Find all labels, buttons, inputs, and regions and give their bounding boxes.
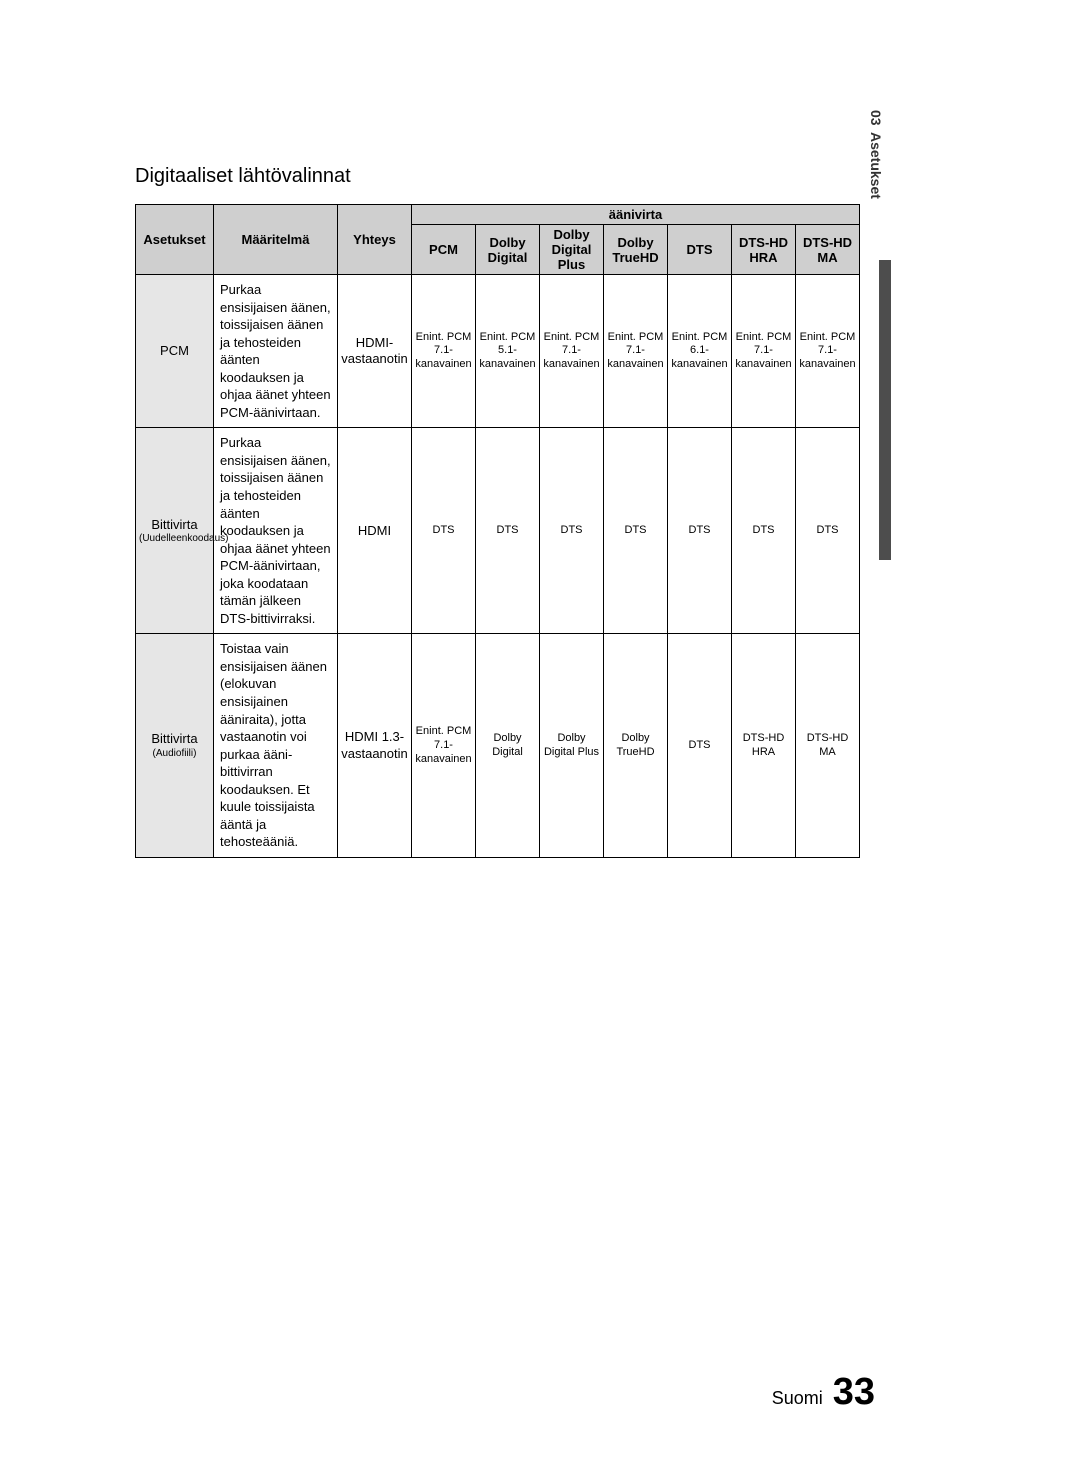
th-stream: Dolby Digital Plus [540, 225, 604, 275]
cell: DTS-HD MA [796, 634, 860, 858]
cell: DTS [604, 428, 668, 634]
row-connection: HDMI-vastaanotin [338, 275, 412, 428]
side-thumb-marker [879, 260, 891, 560]
cell: Dolby Digital Plus [540, 634, 604, 858]
side-tab: 03 Asetukset [861, 110, 891, 199]
cell: Enint. PCM 7.1-kanavainen [732, 275, 796, 428]
th-connection: Yhteys [338, 205, 412, 275]
row-setting-main: PCM [160, 343, 189, 358]
table-row: PCM Purkaa ensisijaisen äänen, toissijai… [136, 275, 860, 428]
cell: Enint. PCM 7.1-kanavainen [412, 275, 476, 428]
th-stream: DTS [668, 225, 732, 275]
cell: DTS [412, 428, 476, 634]
cell: Enint. PCM 7.1-kanavainen [796, 275, 860, 428]
row-setting-sub: (Uudelleenkoodaus) [139, 533, 210, 546]
cell: Enint. PCM 7.1-kanavainen [604, 275, 668, 428]
th-stream-group: äänivirta [412, 205, 860, 225]
row-setting: PCM [136, 275, 214, 428]
cell: DTS [540, 428, 604, 634]
cell: DTS [796, 428, 860, 634]
footer-lang: Suomi [772, 1388, 823, 1409]
th-stream: DTS-HD MA [796, 225, 860, 275]
th-stream: DTS-HD HRA [732, 225, 796, 275]
row-definition: Purkaa ensisijaisen äänen, toissijaisen … [214, 428, 338, 634]
th-stream: PCM [412, 225, 476, 275]
row-setting-main: Bittivirta [151, 517, 197, 532]
row-connection: HDMI 1.3-vastaanotin [338, 634, 412, 858]
table-row: Bittivirta (Uudelleenkoodaus) Purkaa ens… [136, 428, 860, 634]
cell: Enint. PCM 7.1-kanavainen [412, 634, 476, 858]
th-stream: Dolby TrueHD [604, 225, 668, 275]
cell: DTS [732, 428, 796, 634]
cell: Enint. PCM 5.1-kanavainen [476, 275, 540, 428]
row-setting-main: Bittivirta [151, 731, 197, 746]
footer-page-number: 33 [833, 1371, 875, 1414]
row-definition: Toistaa vain ensisijaisen äänen (elokuva… [214, 634, 338, 858]
row-connection: HDMI [338, 428, 412, 634]
cell: Dolby TrueHD [604, 634, 668, 858]
section-title: Digitaaliset lähtövalinnat [135, 165, 860, 188]
cell: DTS [668, 634, 732, 858]
table-row: Bittivirta (Audiofiili) Toistaa vain ens… [136, 634, 860, 858]
content: Digitaaliset lähtövalinnat Asetukset Mää… [135, 165, 860, 858]
cell: DTS [668, 428, 732, 634]
row-definition: Purkaa ensisijaisen äänen, toissijaisen … [214, 275, 338, 428]
chapter-title: Asetukset [868, 132, 884, 199]
th-stream: Dolby Digital [476, 225, 540, 275]
cell: Enint. PCM 7.1-kanavainen [540, 275, 604, 428]
page-footer: Suomi 33 [772, 1371, 875, 1414]
th-definition: Määritelmä [214, 205, 338, 275]
row-setting-sub: (Audiofiili) [139, 748, 210, 761]
page: 03 Asetukset Digitaaliset lähtövalinnat … [0, 0, 1080, 1479]
row-setting: Bittivirta (Uudelleenkoodaus) [136, 428, 214, 634]
cell: DTS-HD HRA [732, 634, 796, 858]
chapter-number: 03 [868, 110, 884, 126]
cell: Enint. PCM 6.1-kanavainen [668, 275, 732, 428]
row-setting: Bittivirta (Audiofiili) [136, 634, 214, 858]
cell: Dolby Digital [476, 634, 540, 858]
cell: DTS [476, 428, 540, 634]
audio-output-table: Asetukset Määritelmä Yhteys äänivirta PC… [135, 204, 860, 858]
th-settings: Asetukset [136, 205, 214, 275]
